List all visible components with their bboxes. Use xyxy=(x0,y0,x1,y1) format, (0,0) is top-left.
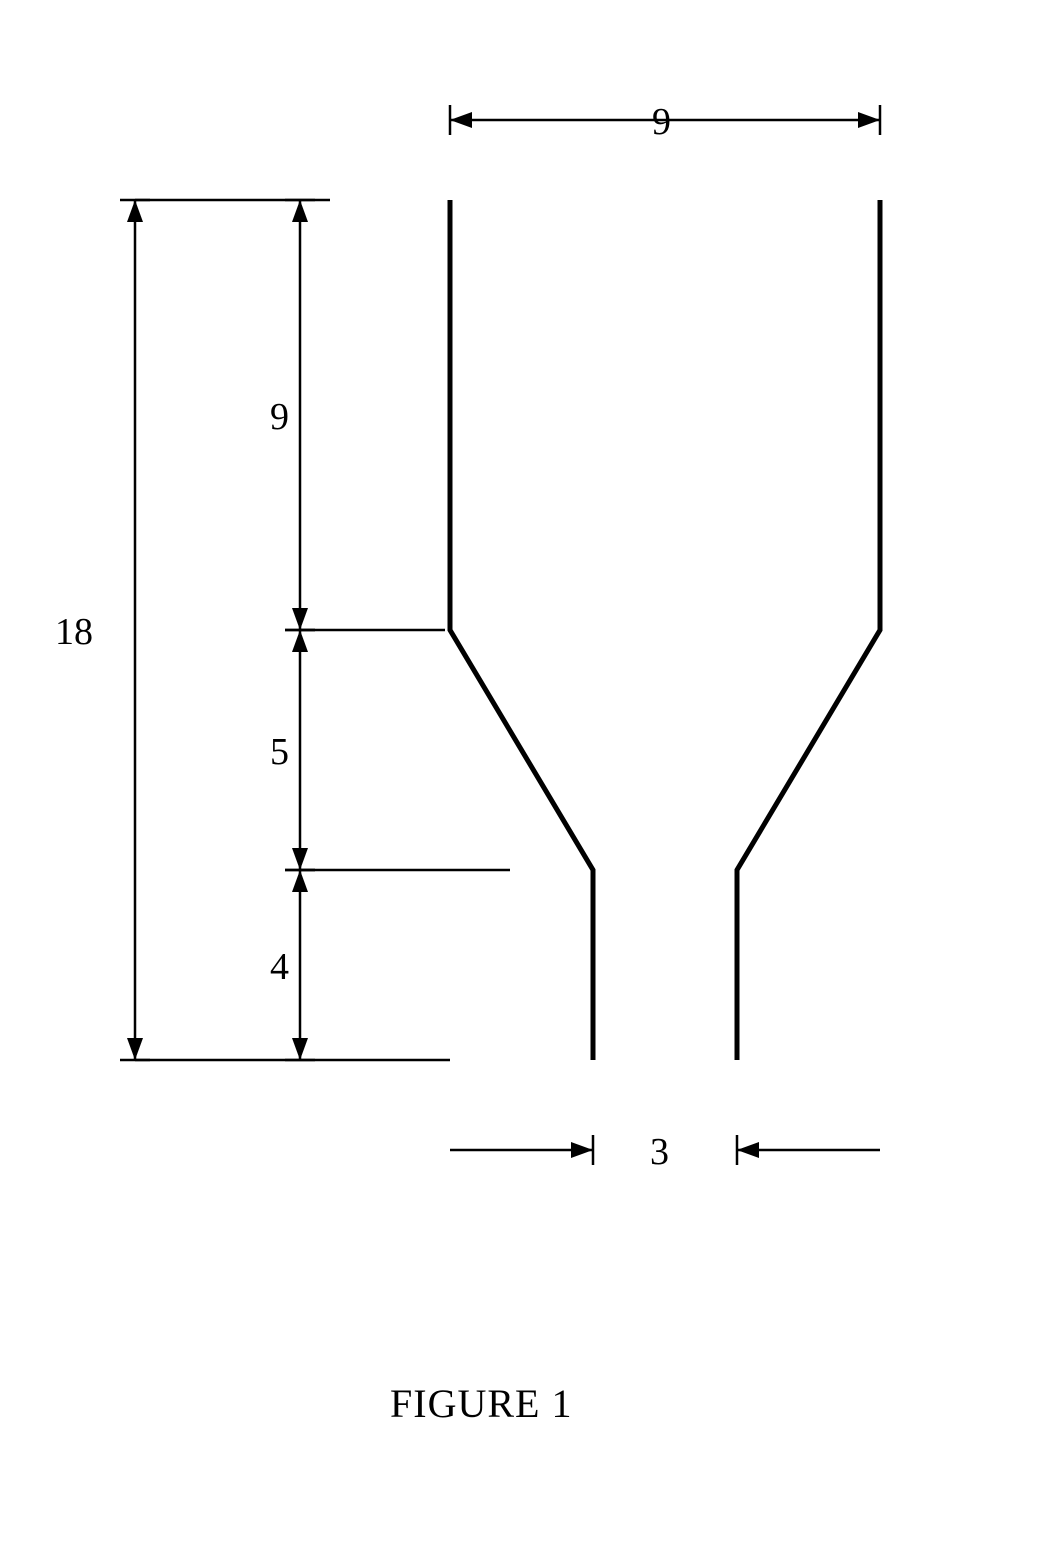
diagram-container: 9 18 9 5 4 3 FIGURE 1 xyxy=(0,0,1044,1558)
total-height-label: 18 xyxy=(55,610,93,654)
bottom-width-label: 3 xyxy=(650,1130,669,1174)
taper-height-label: 5 xyxy=(270,730,289,774)
figure-caption: FIGURE 1 xyxy=(390,1380,572,1427)
technical-drawing-svg xyxy=(0,0,1044,1558)
top-width-label: 9 xyxy=(652,100,671,144)
neck-height-label: 4 xyxy=(270,945,289,989)
cylinder-height-label: 9 xyxy=(270,395,289,439)
